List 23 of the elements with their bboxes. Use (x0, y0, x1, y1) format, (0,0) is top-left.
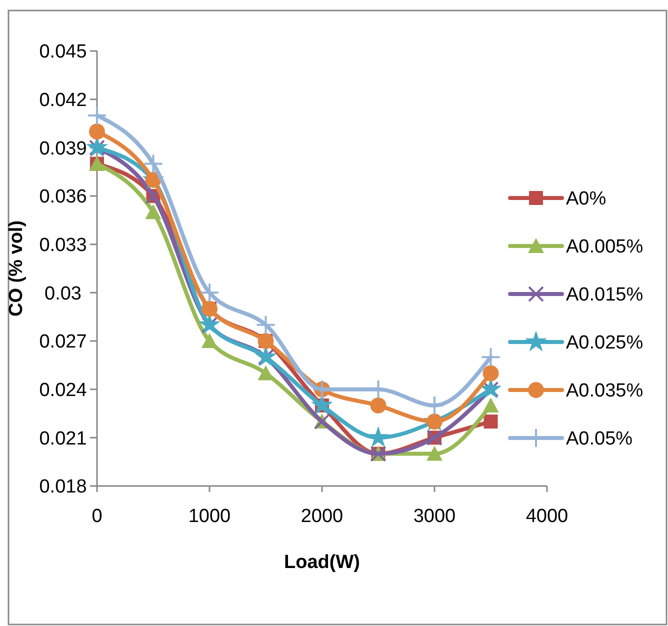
y-tick-label: 0.045 (39, 42, 87, 63)
y-tick-label: 0.018 (39, 476, 87, 498)
legend-label: A0.005% (566, 236, 644, 258)
y-tick-label: 0.03 (44, 283, 82, 304)
y-tick-label: 0.033 (39, 234, 87, 256)
y-tick-label: 0.027 (39, 332, 87, 353)
legend-label: A0.035% (566, 380, 644, 402)
legend-label: A0.025% (566, 332, 644, 354)
x-axis-title: Load(W) (284, 552, 360, 573)
legend-label: A0.05% (566, 428, 633, 450)
y-axis-title: CO (% vol) (6, 220, 27, 317)
y-tick-label: 0.021 (39, 428, 87, 450)
x-tick-label: 4000 (526, 506, 568, 527)
y-tick-label: 0.042 (39, 90, 87, 111)
y-tick-label: 0.036 (39, 186, 87, 208)
y-tick-label: 0.039 (39, 138, 87, 160)
y-tick-label: 0.024 (39, 380, 88, 401)
legend-label: A0% (566, 188, 606, 210)
x-tick-label: 2000 (300, 506, 344, 527)
x-tick-label: 0 (92, 506, 102, 527)
legend-label: A0.015% (566, 284, 644, 306)
x-tick-label: 1000 (188, 506, 231, 527)
x-tick-label: 3000 (413, 506, 456, 527)
